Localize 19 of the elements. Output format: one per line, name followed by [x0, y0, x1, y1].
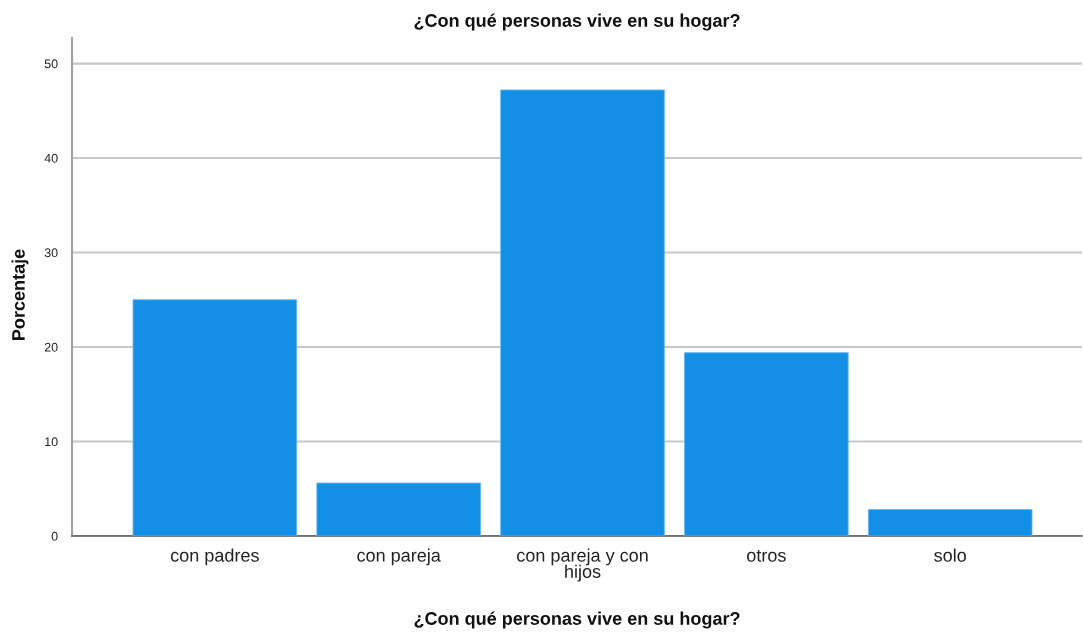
y-tick-label: 40: [44, 153, 58, 163]
bar: [684, 352, 849, 536]
bar: [132, 299, 298, 536]
y-tick-label: 50: [44, 59, 58, 69]
y-tick-label: 0: [51, 531, 58, 541]
x-tick-label: solo: [934, 548, 966, 562]
y-tick-label: 30: [44, 248, 58, 258]
x-tick-label: con pareja: [357, 548, 441, 566]
y-axis-title: Porcentaje: [11, 249, 29, 340]
x-tick-label: con pareja y con hijos: [517, 548, 648, 582]
x-axis-title: ¿Con qué personas vive en su hogar?: [414, 611, 740, 629]
chart-title: ¿Con qué personas vive en su hogar?: [414, 13, 740, 31]
x-tick-label: otros: [747, 549, 786, 562]
y-tick-label: 10: [45, 437, 58, 447]
y-tick-label: 20: [44, 342, 58, 352]
bar: [500, 89, 665, 536]
bar: [867, 509, 1033, 536]
bar: [316, 482, 481, 536]
x-tick-label: con padres: [170, 548, 259, 566]
